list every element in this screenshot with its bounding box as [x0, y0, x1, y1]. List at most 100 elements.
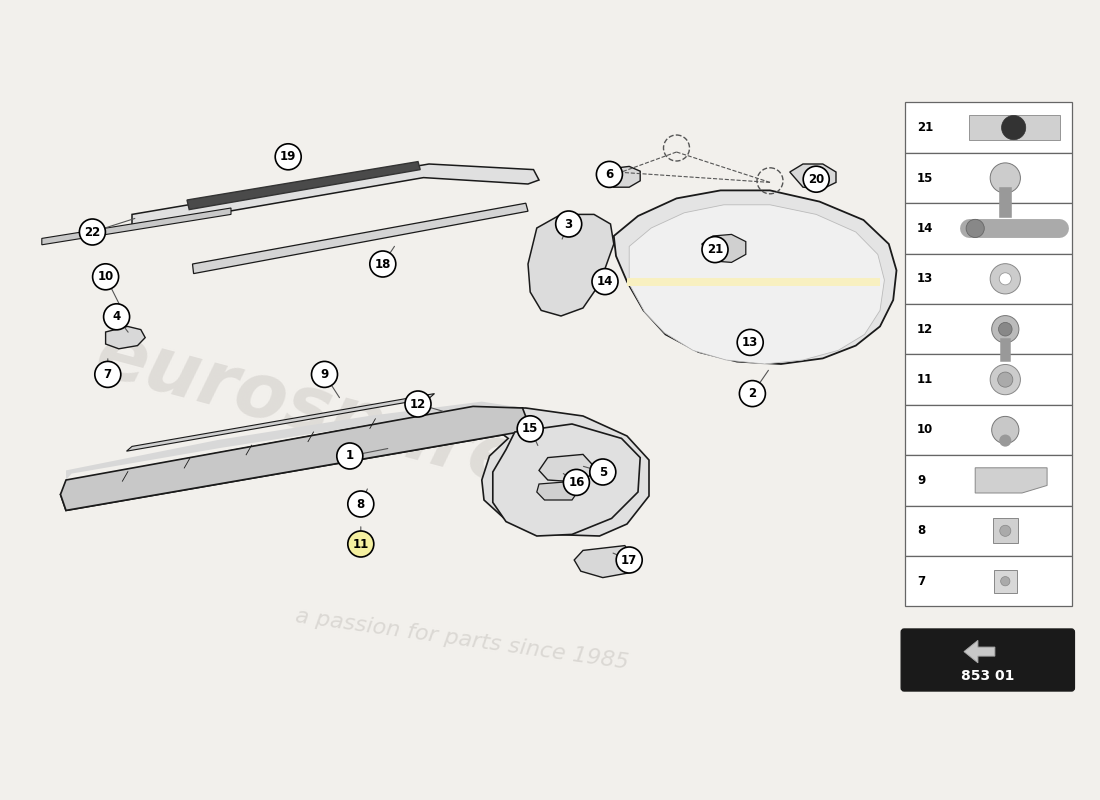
Text: 19: 19: [280, 150, 296, 163]
Circle shape: [992, 315, 1019, 343]
Bar: [905, 506, 1072, 556]
Circle shape: [370, 251, 396, 277]
Circle shape: [348, 491, 374, 517]
Circle shape: [702, 237, 728, 262]
Polygon shape: [528, 214, 614, 316]
Polygon shape: [574, 546, 636, 578]
Polygon shape: [132, 164, 539, 228]
Text: 4: 4: [112, 310, 121, 323]
Text: 6: 6: [605, 168, 614, 181]
Circle shape: [990, 365, 1021, 394]
Polygon shape: [468, 408, 649, 536]
Circle shape: [1002, 115, 1025, 140]
Circle shape: [563, 470, 590, 495]
Polygon shape: [790, 164, 836, 189]
Bar: [905, 455, 1072, 506]
Circle shape: [1001, 577, 1010, 586]
Text: 14: 14: [917, 222, 933, 235]
Bar: [905, 556, 1072, 606]
Circle shape: [405, 391, 431, 417]
Circle shape: [999, 273, 1011, 285]
Bar: [905, 405, 1072, 455]
Bar: [992, 518, 1018, 543]
Text: 1: 1: [345, 450, 354, 462]
Circle shape: [998, 372, 1013, 387]
Polygon shape: [106, 326, 145, 349]
Circle shape: [992, 416, 1019, 444]
Polygon shape: [42, 208, 231, 245]
Text: 15: 15: [522, 422, 538, 435]
Polygon shape: [126, 394, 435, 451]
Text: 13: 13: [742, 336, 758, 349]
Text: 3: 3: [564, 218, 573, 230]
Circle shape: [95, 362, 121, 387]
Circle shape: [803, 166, 829, 192]
Text: eurospares: eurospares: [87, 318, 573, 514]
Text: 8: 8: [356, 498, 365, 510]
Text: 10: 10: [917, 423, 933, 437]
Circle shape: [556, 211, 582, 237]
Text: 14: 14: [597, 275, 613, 288]
Bar: [905, 304, 1072, 354]
FancyBboxPatch shape: [901, 629, 1075, 691]
Bar: [993, 570, 1016, 593]
Circle shape: [616, 547, 642, 573]
Bar: [968, 115, 1060, 140]
Circle shape: [999, 434, 1011, 446]
Bar: [905, 254, 1072, 304]
Polygon shape: [493, 424, 640, 536]
Circle shape: [275, 144, 301, 170]
Circle shape: [1000, 526, 1011, 536]
Text: 5: 5: [598, 466, 607, 478]
Polygon shape: [702, 234, 746, 262]
Text: a passion for parts since 1985: a passion for parts since 1985: [294, 606, 630, 674]
Polygon shape: [627, 278, 880, 286]
Text: 7: 7: [917, 574, 925, 588]
Polygon shape: [187, 162, 420, 210]
Text: 9: 9: [917, 474, 925, 487]
Text: 21: 21: [707, 243, 723, 256]
Text: 2: 2: [748, 387, 757, 400]
Polygon shape: [629, 205, 884, 364]
Polygon shape: [192, 203, 528, 274]
Text: 9: 9: [320, 368, 329, 381]
Text: 21: 21: [917, 121, 933, 134]
Polygon shape: [537, 482, 578, 500]
Circle shape: [92, 264, 119, 290]
Circle shape: [592, 269, 618, 294]
Text: 13: 13: [917, 272, 933, 286]
Circle shape: [337, 443, 363, 469]
Circle shape: [348, 531, 374, 557]
Circle shape: [79, 219, 106, 245]
Polygon shape: [964, 640, 994, 662]
Text: 10: 10: [98, 270, 113, 283]
Text: 12: 12: [917, 322, 933, 336]
Polygon shape: [60, 406, 528, 510]
Circle shape: [990, 264, 1021, 294]
Polygon shape: [976, 468, 1047, 493]
Text: 17: 17: [621, 554, 637, 566]
Text: 18: 18: [375, 258, 390, 270]
Bar: [905, 354, 1072, 405]
Text: 22: 22: [85, 226, 100, 238]
Circle shape: [739, 381, 766, 406]
Text: 16: 16: [569, 476, 584, 489]
Polygon shape: [539, 454, 592, 482]
Polygon shape: [60, 406, 528, 510]
Text: 853 01: 853 01: [961, 669, 1014, 682]
Circle shape: [737, 330, 763, 355]
Circle shape: [517, 416, 543, 442]
Circle shape: [999, 322, 1012, 336]
Text: 15: 15: [917, 171, 933, 185]
Circle shape: [596, 162, 623, 187]
Polygon shape: [605, 166, 640, 187]
Circle shape: [966, 219, 984, 238]
Bar: [905, 153, 1072, 203]
Text: 11: 11: [353, 538, 369, 550]
Text: 12: 12: [410, 398, 426, 410]
Bar: [905, 102, 1072, 153]
Polygon shape: [614, 190, 896, 364]
Polygon shape: [66, 402, 522, 480]
Circle shape: [990, 163, 1021, 193]
Text: 7: 7: [103, 368, 112, 381]
